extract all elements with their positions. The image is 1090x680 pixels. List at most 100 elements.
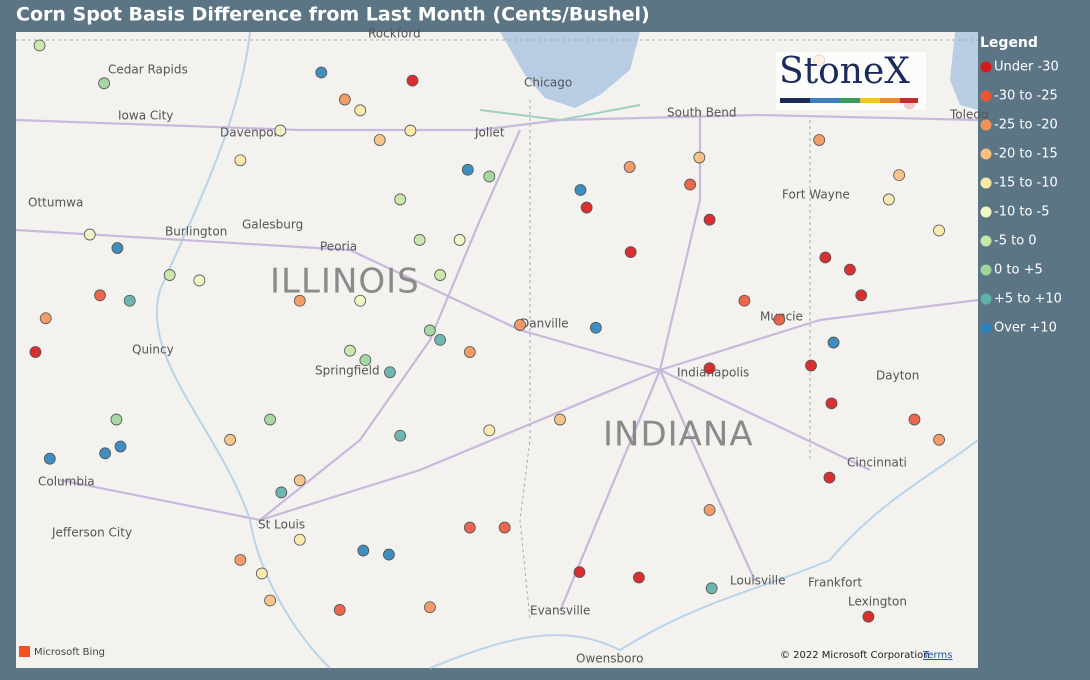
city-label: Springfield — [315, 364, 380, 378]
basis-point — [434, 269, 447, 281]
legend-label: -5 to 0 — [994, 234, 1037, 249]
basis-point — [773, 313, 786, 326]
basis-point — [684, 178, 697, 191]
legend-label: +5 to +10 — [994, 292, 1062, 307]
basis-point — [463, 521, 476, 534]
terms-link[interactable]: Terms — [922, 650, 952, 661]
basis-point — [514, 319, 526, 331]
basis-point — [338, 93, 351, 106]
logo-stripe — [780, 98, 810, 103]
city-label: Lexington — [848, 595, 907, 609]
basis-point — [705, 582, 718, 595]
basis-point — [589, 321, 602, 334]
city-label: Rockford — [368, 27, 421, 41]
legend-label: -15 to -10 — [994, 176, 1058, 191]
title: Corn Spot Basis Difference from Last Mon… — [16, 4, 650, 26]
basis-point — [264, 413, 276, 426]
basis-point — [805, 359, 817, 372]
legend-swatch — [980, 235, 992, 247]
logo-stripe — [840, 98, 860, 103]
basis-point — [483, 424, 496, 437]
basis-point — [855, 289, 868, 302]
legend-label: -30 to -25 — [994, 89, 1058, 104]
city-label: Louisville — [730, 574, 786, 588]
road — [658, 110, 702, 371]
basis-point — [114, 440, 127, 453]
basis-point — [624, 246, 637, 259]
basis-point — [623, 161, 636, 173]
basis-point — [862, 610, 875, 623]
basis-point — [406, 74, 419, 87]
city-label: Dayton — [876, 369, 919, 383]
attribution: Microsoft Bing — [34, 647, 105, 658]
legend-label: 0 to +5 — [994, 263, 1043, 278]
basis-point — [844, 263, 856, 276]
basis-point — [224, 433, 237, 446]
basis-point — [344, 344, 356, 357]
basis-point — [933, 224, 945, 237]
legend-swatch — [980, 61, 992, 73]
lake-michigan — [500, 32, 640, 108]
copyright: © 2022 Microsoft Corporation — [780, 650, 930, 661]
basis-point — [404, 124, 417, 137]
basis-point — [29, 346, 42, 358]
basis-point — [498, 521, 511, 534]
road — [15, 113, 979, 132]
basis-point — [632, 571, 645, 584]
basis-point — [354, 294, 367, 307]
basis-point — [693, 151, 706, 164]
basis-point — [315, 66, 328, 79]
basis-point — [554, 413, 566, 426]
legend-label: Over +10 — [994, 321, 1057, 336]
basis-point — [394, 429, 407, 442]
basis-point — [703, 362, 716, 375]
basis-point — [110, 413, 123, 426]
bing-icon — [19, 646, 30, 657]
basis-point — [264, 594, 276, 607]
city-label: Quincy — [132, 343, 174, 357]
basis-point — [423, 324, 436, 337]
basis-point — [373, 134, 386, 146]
city-label: Toledo — [949, 108, 988, 122]
legend-swatch — [980, 90, 992, 102]
city-label: Ottumwa — [28, 196, 83, 210]
basis-point — [99, 447, 112, 460]
basis-point — [580, 201, 593, 214]
legend-swatch — [980, 148, 992, 160]
basis-point — [333, 604, 346, 616]
basis-point — [98, 77, 111, 90]
basis-point — [423, 601, 436, 614]
basis-point — [293, 294, 306, 307]
legend-swatch — [980, 293, 992, 305]
basis-point — [908, 413, 921, 426]
basis-point — [234, 554, 247, 566]
city-label: Cedar Rapids — [108, 63, 188, 77]
city-label: Iowa City — [118, 109, 173, 123]
legend-label: Under -30 — [994, 60, 1059, 75]
road — [59, 298, 979, 522]
basis-point — [234, 154, 247, 167]
basis-point — [255, 567, 268, 580]
map-labels: Cedar Rapids Iowa City Davenport Ottumwa… — [28, 27, 988, 666]
legend-swatch — [980, 206, 992, 218]
basis-point — [39, 312, 52, 325]
legend-label: -20 to -15 — [994, 147, 1058, 162]
legend-label: -10 to -5 — [994, 205, 1050, 220]
basis-point — [163, 269, 176, 281]
basis-point — [384, 366, 396, 379]
basis-point — [893, 169, 906, 182]
legend-title: Legend — [980, 35, 1038, 51]
city-label: Columbia — [38, 475, 95, 489]
logo-stripe — [810, 98, 840, 103]
city-label: Danville — [520, 317, 569, 331]
basis-point — [827, 336, 840, 349]
basis-point — [357, 544, 370, 557]
logo-stripe — [880, 98, 900, 103]
basis-point — [293, 474, 306, 487]
road — [15, 228, 661, 372]
state-label: ILLINOIS — [270, 262, 420, 302]
city-label: South Bend — [667, 106, 737, 120]
basis-point — [94, 289, 106, 302]
basis-point — [83, 228, 96, 241]
